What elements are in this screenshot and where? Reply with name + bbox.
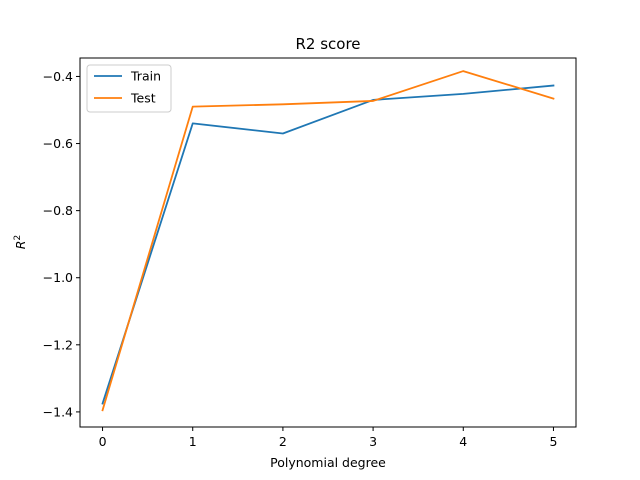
y-tick-label: −0.6	[43, 136, 73, 151]
y-axis-label: R2	[13, 235, 28, 249]
x-tick-label: 5	[549, 434, 557, 449]
series-line-train	[101, 84, 555, 405]
x-tick-label: 0	[99, 434, 107, 449]
x-axis: 0 1 2 3 4 5	[99, 427, 557, 449]
x-tick-label: 3	[369, 434, 377, 449]
series-line-test	[101, 70, 555, 412]
y-axis-label-base: R	[13, 241, 28, 250]
x-tick-label: 2	[279, 434, 287, 449]
y-tick-label: −1.2	[43, 337, 73, 352]
y-tick-label: −1.4	[43, 404, 73, 419]
y-tick-label: −1.0	[43, 270, 73, 285]
y-axis-label-superscript: 2	[13, 235, 23, 241]
y-tick-label: −0.8	[43, 203, 73, 218]
legend-label-train: Train	[130, 69, 161, 84]
y-tick-label: −0.4	[43, 69, 73, 84]
legend-label-test: Test	[130, 91, 156, 106]
axes-frame	[79, 57, 577, 428]
x-tick-label: 4	[459, 434, 467, 449]
x-tick-label: 1	[189, 434, 197, 449]
legend: Train Test	[86, 64, 172, 113]
y-axis: −1.4 −1.2 −1.0 −0.8 −0.6 −0.4	[43, 69, 80, 419]
series-layer	[101, 70, 555, 412]
chart-title: R2 score	[295, 35, 360, 53]
plot-area	[79, 57, 577, 428]
x-axis-label: Polynomial degree	[270, 455, 386, 470]
